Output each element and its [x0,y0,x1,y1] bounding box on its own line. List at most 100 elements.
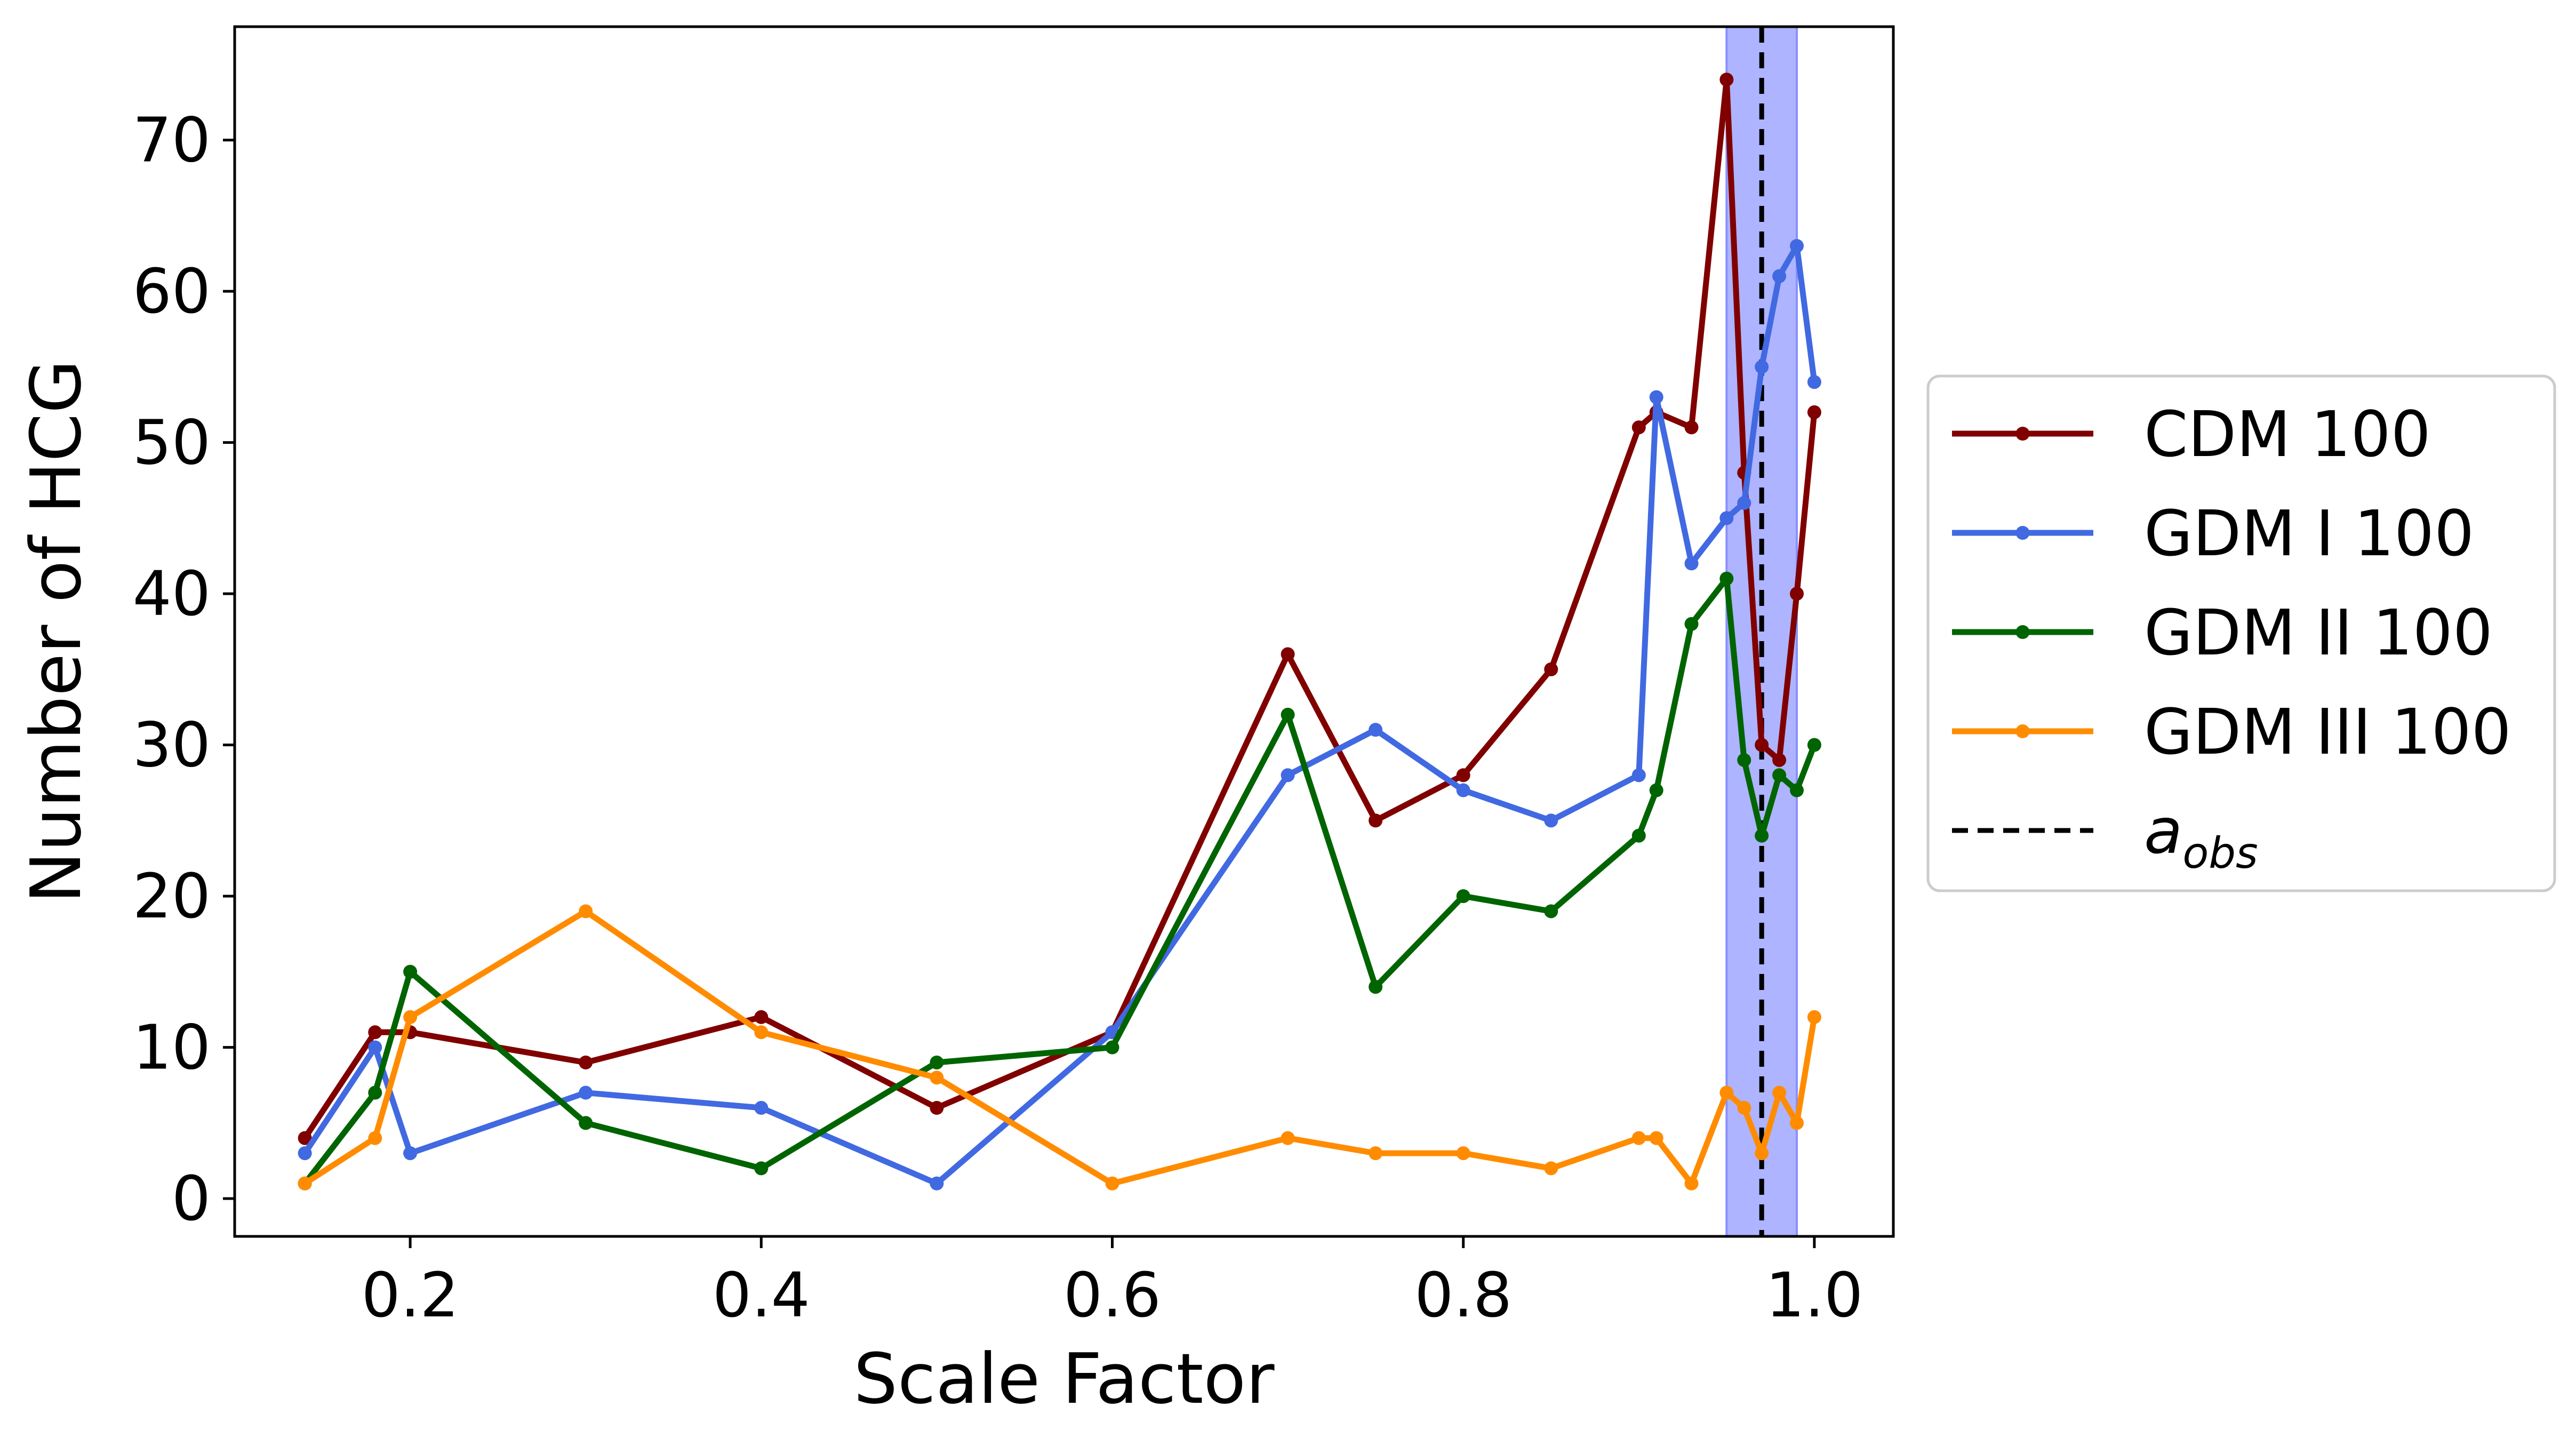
data-point [1772,1085,1787,1100]
data-point [1789,239,1804,253]
data-point [754,1025,769,1040]
data-point [1789,783,1804,797]
data-point [1755,1146,1769,1161]
series-line [302,243,1818,1187]
data-point [1684,617,1699,631]
data-point [1684,556,1699,571]
data-point [930,1055,944,1069]
data-point [298,1131,312,1145]
data-point [1281,1131,1295,1145]
data-point [1755,738,1769,752]
data-point [1807,738,1821,752]
x-tick-label: 0.2 [362,1260,459,1331]
x-tick-label: 0.8 [1414,1260,1512,1331]
data-point [1684,420,1699,435]
data-point [1369,723,1383,737]
data-point [1719,1085,1734,1100]
legend-entry: GDM I 100 [1952,497,2474,570]
y-tick-label: 50 [133,408,211,479]
y-tick-label: 30 [133,710,211,781]
data-point [1737,496,1751,510]
axes-frame [233,25,1895,1238]
data-point [1719,73,1734,87]
data-point [1719,511,1734,525]
y-tick-label: 10 [133,1012,211,1084]
data-point [1456,783,1470,797]
data-point [1649,1131,1663,1145]
data-point [298,1176,312,1191]
data-point [1772,768,1787,782]
data-point [1456,768,1470,782]
data-point [930,1101,944,1115]
legend-label: CDM 100 [2144,397,2431,471]
series-line [302,908,1818,1187]
data-point [403,964,418,979]
data-point [1369,980,1383,994]
data-point [1772,753,1787,767]
data-point [368,1131,382,1145]
data-point [1544,813,1558,828]
x-axis-label: Scale Factor [853,1338,1275,1419]
data-point [754,1101,769,1115]
data-point [754,1010,769,1024]
data-point [1544,662,1558,676]
data-point [579,904,593,918]
data-point [1807,375,1821,389]
series-1 [298,239,1821,1191]
data-point [1631,1131,1646,1145]
data-point [930,1176,944,1191]
legend-marker [2015,526,2030,540]
data-point [1631,828,1646,843]
data-point [1281,768,1295,782]
data-point [1369,813,1383,828]
data-point [1737,1101,1751,1115]
legend-entry: CDM 100 [1952,397,2431,471]
legend-entry: GDM III 100 [1952,695,2511,769]
data-point [1807,405,1821,419]
data-point [1456,1146,1470,1161]
legend-marker [2015,625,2030,639]
legend-label-subscript: obs [2182,828,2258,878]
data-point [1369,1146,1383,1161]
data-point [1456,889,1470,904]
legend-entry: GDM II 100 [1952,596,2493,669]
series-2 [298,571,1821,1191]
legend-marker [2015,724,2030,738]
plot-area [298,27,1821,1236]
y-tick-label: 0 [172,1163,211,1235]
data-point [1737,753,1751,767]
data-point [1755,828,1769,843]
legend-marker [2015,427,2030,441]
data-point [1631,420,1646,435]
data-point [1684,1176,1699,1191]
y-tick-label: 20 [133,861,211,932]
data-point [403,1146,418,1161]
data-point [403,1010,418,1024]
y-tick-label: 70 [133,105,211,177]
data-point [1649,783,1663,797]
data-point [754,1161,769,1176]
series-line [302,76,1818,1141]
series-line [302,576,1818,1187]
data-point [1631,768,1646,782]
y-tick-label: 60 [133,256,211,327]
data-point [1772,269,1787,283]
series-0 [298,73,1821,1145]
x-tick-label: 0.4 [713,1260,810,1331]
data-point [1789,587,1804,601]
legend-label: GDM II 100 [2144,596,2493,669]
data-point [368,1040,382,1054]
data-point [368,1025,382,1040]
data-point [579,1116,593,1130]
legend-box [1926,374,2556,892]
data-point [930,1070,944,1085]
data-point [1649,390,1663,404]
legend-label: GDM I 100 [2144,497,2474,570]
y-axis-label: Number of HCG [15,359,97,903]
data-point [1281,707,1295,722]
x-tick-label: 1.0 [1765,1260,1863,1331]
data-point [1807,1010,1821,1024]
series-3 [298,904,1821,1191]
